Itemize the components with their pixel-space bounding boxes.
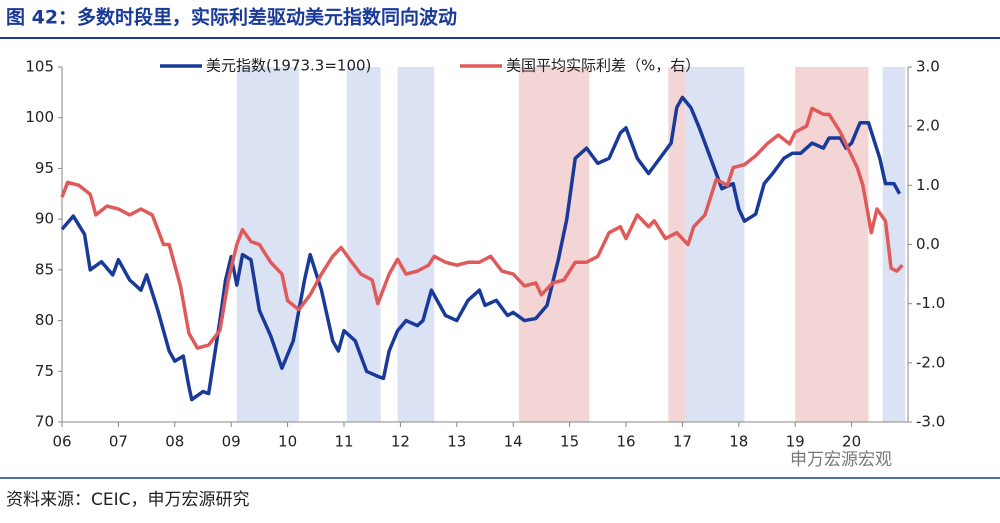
y-tick-label: 105 [25,58,54,76]
shaded-period [236,67,299,422]
shaded-period [668,67,686,422]
y2-tick-label: 3.0 [916,58,940,76]
x-tick-label: 07 [109,433,128,451]
y2-tick-label: 0.0 [916,235,940,253]
series-line [60,95,902,402]
x-tick-label: 13 [447,433,466,451]
x-tick-label: 12 [391,433,410,451]
x-tick-label: 17 [673,433,692,451]
y2-tick-label: -1.0 [916,294,945,312]
y-tick-label: 100 [25,108,54,126]
x-tick-label: 10 [278,433,297,451]
x-tick-label: 15 [560,433,579,451]
x-tick-label: 06 [52,433,71,451]
x-tick-label: 14 [504,433,523,451]
legend-label: 美国平均实际利差（%，右） [506,57,700,75]
shaded-period [882,67,906,422]
y2-tick-label: -3.0 [916,413,945,431]
x-tick-label: 19 [786,433,805,451]
x-tick-label: 18 [729,433,748,451]
legend-label: 美元指数(1973.3=100) [206,57,371,75]
x-tick-label: 20 [842,433,861,451]
y-tick-label: 75 [35,362,54,380]
chart-title: 图 42：多数时段里，实际利差驱动美元指数同向波动 [6,6,457,29]
x-tick-label: 09 [222,433,241,451]
shaded-period [346,67,381,422]
x-tick-label: 11 [334,433,353,451]
y2-tick-label: -2.0 [916,353,945,371]
y2-tick-label: 2.0 [916,117,940,135]
y-tick-label: 70 [35,413,54,431]
shaded-period [397,67,435,422]
y-tick-label: 85 [35,260,54,278]
y-tick-label: 95 [35,159,54,177]
series-line [60,106,904,350]
y2-tick-label: 1.0 [916,176,940,194]
shaded-period [518,67,590,422]
watermark: 申万宏源宏观 [790,450,892,470]
x-tick-label: 16 [616,433,635,451]
x-tick-label: 08 [165,433,184,451]
source: 资料来源：CEIC，申万宏源研究 [6,490,250,510]
y-tick-label: 80 [35,311,54,329]
y-tick-label: 90 [35,210,54,228]
shaded-period [685,67,745,422]
